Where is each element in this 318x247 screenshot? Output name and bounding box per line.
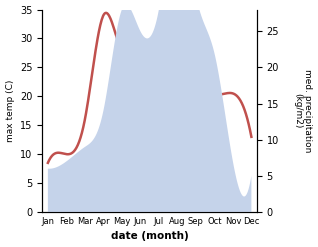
X-axis label: date (month): date (month) <box>111 231 189 242</box>
Y-axis label: max temp (C): max temp (C) <box>5 80 15 142</box>
Y-axis label: med. precipitation
(kg/m2): med. precipitation (kg/m2) <box>293 69 313 152</box>
